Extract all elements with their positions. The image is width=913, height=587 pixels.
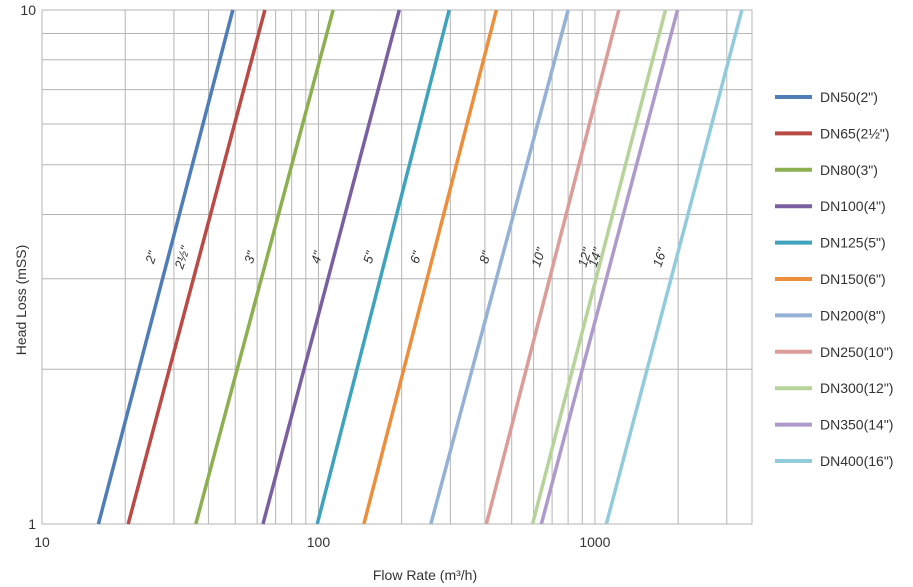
series-line [604,9,744,525]
series-line [530,9,668,525]
x-tick-label: 10 [34,534,50,550]
series-line [484,9,621,525]
legend-label: DN300(12") [820,380,893,396]
y-tick-label: 1 [28,516,36,532]
pipe-size-label: 16" [650,245,671,269]
legend-label: DN150(6") [820,271,886,287]
legend-label: DN400(16") [820,453,893,469]
series-line [429,9,570,525]
pipe-size-label: 5" [360,248,378,265]
series-line [315,9,451,525]
legend-label: DN50(2") [820,89,878,105]
size-labels: 2" 2½" 3" 4" 5" 6" 8" 10" 12"14" 16" [142,243,670,271]
series-line [539,9,680,525]
x-tick-label: 100 [307,534,331,550]
legend-label: DN80(3") [820,162,878,178]
series-line [96,9,235,525]
tick-labels: 10 100 1000 1 10 [20,2,610,550]
grid [41,9,753,525]
series-lines [96,9,744,525]
legend-label: DN250(10") [820,344,893,360]
legend-label: DN125(5") [820,235,886,251]
pipe-size-label: 12" [575,245,596,269]
legend-label: DN65(2½") [820,125,890,141]
y-tick-label: 10 [20,2,36,18]
pipe-size-label: 14" [585,245,606,269]
pipe-size-label: 4" [308,248,326,265]
x-tick-label: 1000 [579,534,610,550]
series-line [194,9,335,525]
pipe-size-label: 2½" [171,243,193,271]
legend-label: DN200(8") [820,307,886,323]
legend-label: DN100(4") [820,198,886,214]
x-axis-title: Flow Rate (m³/h) [373,567,477,583]
pipe-size-label: 2" [142,248,161,266]
y-axis-title: Head Loss (mSS) [13,245,29,355]
series-line [362,9,499,525]
legend: DN50(2") DN65(2½") DN80(3") DN100(4") DN125(… [775,89,893,469]
series-line [126,9,267,525]
pipe-size-label: 6" [407,248,425,265]
pipe-size-label: 10" [528,245,549,269]
series-line [261,9,401,525]
legend-label: DN350(14") [820,417,893,433]
